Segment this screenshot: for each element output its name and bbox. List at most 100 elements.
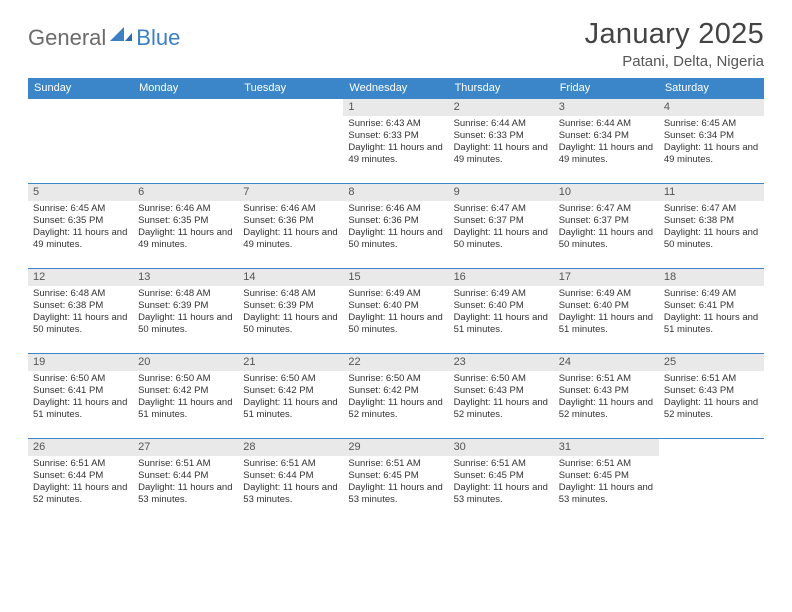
sunset-line: Sunset: 6:44 PM [138, 470, 233, 482]
sunrise-line: Sunrise: 6:46 AM [348, 203, 443, 215]
day-cell: 15Sunrise: 6:49 AMSunset: 6:40 PMDayligh… [343, 269, 448, 353]
day-cell: 10Sunrise: 6:47 AMSunset: 6:37 PMDayligh… [554, 184, 659, 268]
day-cell: 5 Sunrise: 6:45 AMSunset: 6:35 PMDaylight… [28, 184, 133, 268]
sunrise-line: Sunrise: 6:45 AM [33, 203, 128, 215]
sunrise-line: Sunrise: 6:44 AM [454, 118, 549, 130]
weekday-header: Tuesday [238, 78, 343, 99]
day-cell: 22Sunrise: 6:50 AMSunset: 6:42 PMDayligh… [343, 354, 448, 438]
day-number: 10 [554, 184, 659, 201]
empty-daynum [133, 99, 238, 116]
day-details: Sunrise: 6:49 AMSunset: 6:41 PMDaylight:… [659, 286, 764, 340]
daylight-line: Daylight: 11 hours and 49 minutes. [243, 227, 338, 251]
day-number: 24 [554, 354, 659, 371]
sunrise-line: Sunrise: 6:51 AM [348, 458, 443, 470]
title-block: January 2025 Patani, Delta, Nigeria [585, 18, 764, 70]
daylight-line: Daylight: 11 hours and 49 minutes. [664, 142, 759, 166]
day-details: Sunrise: 6:48 AMSunset: 6:39 PMDaylight:… [133, 286, 238, 340]
sunset-line: Sunset: 6:45 PM [348, 470, 443, 482]
sunrise-line: Sunrise: 6:45 AM [664, 118, 759, 130]
sunrise-line: Sunrise: 6:50 AM [348, 373, 443, 385]
sunrise-line: Sunrise: 6:48 AM [33, 288, 128, 300]
day-number: 9 [449, 184, 554, 201]
sunrise-line: Sunrise: 6:48 AM [138, 288, 233, 300]
day-number: 12 [28, 269, 133, 286]
daylight-line: Daylight: 11 hours and 50 minutes. [138, 312, 233, 336]
sunrise-line: Sunrise: 6:49 AM [664, 288, 759, 300]
sunrise-line: Sunrise: 6:51 AM [454, 458, 549, 470]
logo-word-1: General [28, 25, 106, 51]
empty-daynum [238, 99, 343, 116]
daylight-line: Daylight: 11 hours and 51 minutes. [138, 397, 233, 421]
sunset-line: Sunset: 6:42 PM [138, 385, 233, 397]
sunset-line: Sunset: 6:37 PM [454, 215, 549, 227]
empty-daynum [659, 439, 764, 456]
calendar-page: General Blue January 2025 Patani, Delta,… [0, 0, 792, 535]
weekday-header: Monday [133, 78, 238, 99]
day-cell: 14Sunrise: 6:48 AMSunset: 6:39 PMDayligh… [238, 269, 343, 353]
day-cell: 26Sunrise: 6:51 AMSunset: 6:44 PMDayligh… [28, 439, 133, 523]
sunset-line: Sunset: 6:35 PM [138, 215, 233, 227]
empty-daynum [28, 99, 133, 116]
day-cell: 8Sunrise: 6:46 AMSunset: 6:36 PMDaylight… [343, 184, 448, 268]
sunset-line: Sunset: 6:41 PM [664, 300, 759, 312]
day-details: Sunrise: 6:51 AMSunset: 6:44 PMDaylight:… [133, 456, 238, 510]
day-number: 5 [28, 184, 133, 201]
day-cell: 17Sunrise: 6:49 AMSunset: 6:40 PMDayligh… [554, 269, 659, 353]
sunrise-line: Sunrise: 6:47 AM [454, 203, 549, 215]
sunset-line: Sunset: 6:44 PM [243, 470, 338, 482]
daylight-line: Daylight: 11 hours and 50 minutes. [559, 227, 654, 251]
day-number: 13 [133, 269, 238, 286]
day-number: 14 [238, 269, 343, 286]
sunrise-line: Sunrise: 6:50 AM [243, 373, 338, 385]
sunset-line: Sunset: 6:43 PM [664, 385, 759, 397]
daylight-line: Daylight: 11 hours and 51 minutes. [664, 312, 759, 336]
logo-word-2: Blue [136, 25, 180, 51]
weekday-header: Friday [554, 78, 659, 99]
day-number: 22 [343, 354, 448, 371]
day-details: Sunrise: 6:50 AMSunset: 6:42 PMDaylight:… [343, 371, 448, 425]
sunrise-line: Sunrise: 6:51 AM [33, 458, 128, 470]
day-details: Sunrise: 6:51 AMSunset: 6:45 PMDaylight:… [554, 456, 659, 510]
daylight-line: Daylight: 11 hours and 53 minutes. [243, 482, 338, 506]
day-number: 28 [238, 439, 343, 456]
sunset-line: Sunset: 6:34 PM [559, 130, 654, 142]
sunset-line: Sunset: 6:38 PM [664, 215, 759, 227]
day-cell: 4Sunrise: 6:45 AMSunset: 6:34 PMDaylight… [659, 99, 764, 183]
day-cell: 7Sunrise: 6:46 AMSunset: 6:36 PMDaylight… [238, 184, 343, 268]
day-cell: 28Sunrise: 6:51 AMSunset: 6:44 PMDayligh… [238, 439, 343, 523]
weekday-header-row: Sunday Monday Tuesday Wednesday Thursday… [28, 78, 764, 99]
day-details: Sunrise: 6:50 AMSunset: 6:43 PMDaylight:… [449, 371, 554, 425]
day-details: Sunrise: 6:48 AMSunset: 6:38 PMDaylight:… [28, 286, 133, 340]
day-details: Sunrise: 6:50 AMSunset: 6:41 PMDaylight:… [28, 371, 133, 425]
daylight-line: Daylight: 11 hours and 52 minutes. [348, 397, 443, 421]
day-details: Sunrise: 6:43 AMSunset: 6:33 PMDaylight:… [343, 116, 448, 170]
day-number: 25 [659, 354, 764, 371]
day-details: Sunrise: 6:49 AMSunset: 6:40 PMDaylight:… [554, 286, 659, 340]
sunset-line: Sunset: 6:35 PM [33, 215, 128, 227]
sunrise-line: Sunrise: 6:46 AM [138, 203, 233, 215]
weekday-header: Saturday [659, 78, 764, 99]
sunset-line: Sunset: 6:45 PM [559, 470, 654, 482]
sunset-line: Sunset: 6:33 PM [348, 130, 443, 142]
day-number: 27 [133, 439, 238, 456]
day-number: 21 [238, 354, 343, 371]
weekday-header: Thursday [449, 78, 554, 99]
daylight-line: Daylight: 11 hours and 50 minutes. [33, 312, 128, 336]
empty-cell [238, 99, 343, 183]
day-number: 3 [554, 99, 659, 116]
sunset-line: Sunset: 6:36 PM [243, 215, 338, 227]
empty-cell [28, 99, 133, 183]
daylight-line: Daylight: 11 hours and 49 minutes. [33, 227, 128, 251]
daylight-line: Daylight: 11 hours and 50 minutes. [664, 227, 759, 251]
sunset-line: Sunset: 6:36 PM [348, 215, 443, 227]
day-details: Sunrise: 6:44 AMSunset: 6:34 PMDaylight:… [554, 116, 659, 170]
day-cell: 11Sunrise: 6:47 AMSunset: 6:38 PMDayligh… [659, 184, 764, 268]
day-details: Sunrise: 6:48 AMSunset: 6:39 PMDaylight:… [238, 286, 343, 340]
daylight-line: Daylight: 11 hours and 49 minutes. [348, 142, 443, 166]
day-cell: 1Sunrise: 6:43 AMSunset: 6:33 PMDaylight… [343, 99, 448, 183]
day-number: 30 [449, 439, 554, 456]
day-number: 6 [133, 184, 238, 201]
sunrise-line: Sunrise: 6:49 AM [348, 288, 443, 300]
day-number: 29 [343, 439, 448, 456]
day-details: Sunrise: 6:49 AMSunset: 6:40 PMDaylight:… [343, 286, 448, 340]
